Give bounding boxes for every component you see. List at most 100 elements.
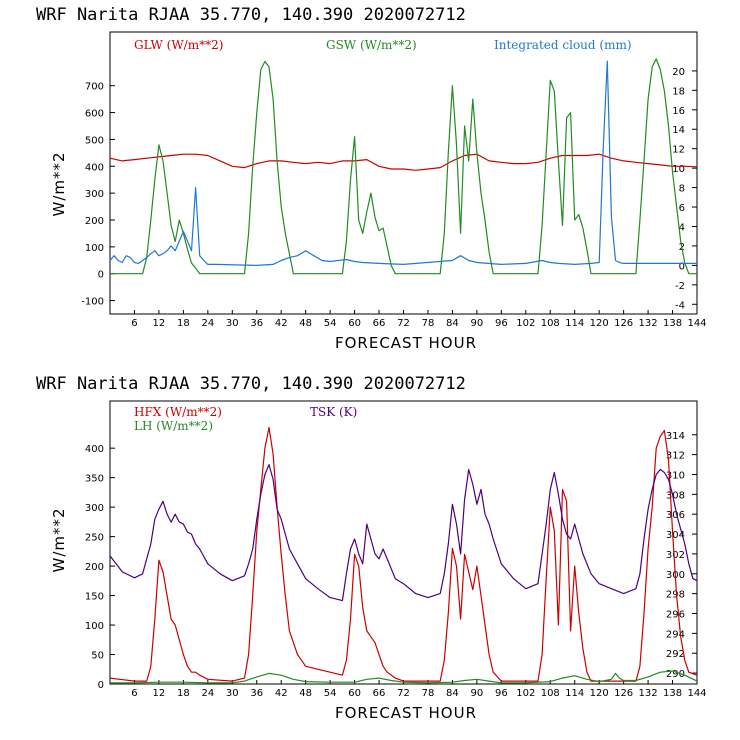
x-tick-label: 66 (373, 688, 386, 699)
x-tick-label: 30 (226, 318, 239, 329)
x-tick-label: 60 (348, 318, 361, 329)
x-tick-label: 72 (397, 688, 410, 699)
legend-integrated-cloud: Integrated cloud (mm) (494, 38, 632, 52)
x-tick-label: 84 (446, 318, 459, 329)
x-tick-label: 132 (639, 318, 658, 329)
y2-tick-label: 304 (666, 530, 685, 541)
y-tick-label: -100 (81, 297, 104, 308)
legend-glw: GLW (W/m**2) (134, 38, 223, 52)
y2-tick-label: 6 (679, 203, 685, 214)
x-tick-label: 120 (590, 318, 609, 329)
y2-tick-label: 14 (672, 125, 685, 136)
y-tick-label: 300 (85, 189, 104, 200)
y2-tick-label: 294 (666, 629, 685, 640)
series-line-0-2 (109, 60, 697, 266)
chart-top-x-label: FORECAST HOUR (335, 334, 477, 352)
x-tick-label: 138 (663, 688, 682, 699)
x-tick-label: 132 (639, 688, 658, 699)
y-tick-label: 150 (85, 592, 104, 603)
chart-bottom-x-axis: 6 12 18 24 30 36 42 48 54 60 66 72 78 84 90 96 102 108 114… (131, 680, 707, 699)
y-tick-label: 350 (85, 474, 104, 485)
chart-bottom-y-label: W/m**2 (50, 507, 68, 572)
y-tick-label: 100 (85, 621, 104, 632)
x-tick-label: 108 (541, 318, 560, 329)
y2-tick-label: 4 (679, 222, 685, 233)
y2-tick-label: -4 (675, 300, 685, 311)
x-tick-label: 72 (397, 318, 410, 329)
chart-bottom: WRF Narita RJAA 35.770, 140.390 20200727… (36, 374, 707, 722)
y-tick-label: 600 (85, 109, 104, 120)
x-tick-label: 60 (348, 688, 361, 699)
x-tick-label: 96 (495, 318, 508, 329)
x-tick-label: 12 (153, 688, 166, 699)
x-tick-label: 144 (687, 318, 706, 329)
x-tick-label: 54 (324, 688, 337, 699)
chart-bottom-y-axis: 0 50 100 150 200 250 300 350 400 (85, 444, 115, 691)
y-tick-label: 200 (85, 562, 104, 573)
x-tick-label: 42 (275, 688, 288, 699)
y-tick-label: 0 (98, 270, 104, 281)
y2-tick-label: 306 (666, 510, 685, 521)
x-tick-label: 24 (201, 688, 214, 699)
x-tick-label: 36 (250, 318, 263, 329)
x-tick-label: 48 (299, 318, 312, 329)
y2-tick-label: 302 (666, 550, 685, 561)
x-tick-label: 12 (153, 318, 166, 329)
y2-tick-label: 8 (679, 184, 685, 195)
x-tick-label: 54 (324, 318, 337, 329)
chart-bottom-series (109, 426, 698, 684)
y2-tick-label: 18 (672, 86, 685, 97)
y-tick-label: 500 (85, 135, 104, 146)
x-tick-label: 36 (250, 688, 263, 699)
x-tick-label: 30 (226, 688, 239, 699)
y-tick-label: 250 (85, 533, 104, 544)
y2-tick-label: 20 (672, 67, 685, 78)
chart-bottom-title: WRF Narita RJAA 35.770, 140.390 20200727… (36, 374, 466, 394)
y2-tick-label: 308 (666, 490, 685, 501)
x-tick-label: 114 (565, 688, 584, 699)
x-tick-label: 108 (541, 688, 560, 699)
y-tick-label: 400 (85, 444, 104, 455)
x-tick-label: 48 (299, 688, 312, 699)
y2-tick-label: -2 (675, 281, 685, 292)
x-tick-label: 102 (516, 318, 535, 329)
y2-tick-label: 292 (666, 649, 685, 660)
y-tick-label: 700 (85, 82, 104, 93)
y-tick-label: 200 (85, 216, 104, 227)
y-tick-label: 100 (85, 243, 104, 254)
x-tick-label: 66 (373, 318, 386, 329)
chart-top-x-axis: 6 12 18 24 30 36 42 48 54 60 66 72 78 84 90 96 102 108 114… (131, 310, 707, 329)
y2-tick-label: 0 (679, 261, 685, 272)
x-tick-label: 144 (687, 688, 706, 699)
x-tick-label: 78 (422, 688, 435, 699)
y2-tick-label: 298 (666, 590, 685, 601)
x-tick-label: 24 (201, 318, 214, 329)
x-tick-label: 18 (177, 688, 190, 699)
x-tick-label: 18 (177, 318, 190, 329)
x-tick-label: 6 (131, 318, 137, 329)
chart-top: WRF Narita RJAA 35.770, 140.390 20200727… (36, 5, 707, 352)
chart-bottom-x-label: FORECAST HOUR (335, 704, 477, 722)
x-tick-label: 138 (663, 318, 682, 329)
x-tick-label: 120 (590, 688, 609, 699)
series-line-1-2 (109, 464, 698, 602)
chart-bottom-frame (109, 400, 698, 685)
y2-tick-label: 312 (666, 451, 685, 462)
y2-tick-label: 10 (672, 164, 685, 175)
x-tick-label: 90 (471, 318, 484, 329)
chart-top-series (109, 58, 698, 275)
x-tick-label: 126 (614, 688, 633, 699)
legend-hfx: HFX (W/m**2) (134, 405, 222, 419)
series-line-0-0 (109, 153, 698, 171)
y2-tick-label: 12 (672, 145, 685, 156)
chart-top-title: WRF Narita RJAA 35.770, 140.390 20200727… (36, 5, 466, 25)
legend-lh: LH (W/m**2) (134, 419, 213, 433)
y-tick-label: 300 (85, 503, 104, 514)
x-tick-label: 6 (131, 688, 137, 699)
y2-tick-label: 296 (666, 609, 685, 620)
legend-tsk: TSK (K) (310, 405, 357, 419)
y2-tick-label: 16 (672, 106, 685, 117)
y2-tick-label: 310 (666, 470, 685, 481)
